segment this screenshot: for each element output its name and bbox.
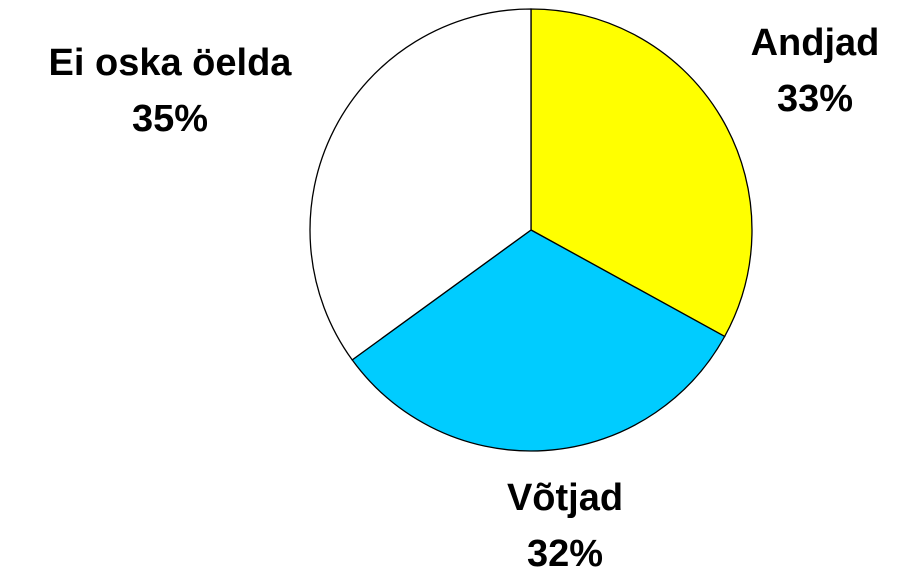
slice-value-label: 35% xyxy=(132,98,208,140)
pie-slice xyxy=(309,8,532,361)
slice-label: Võtjad xyxy=(507,477,623,519)
slice-label: Andjad xyxy=(751,22,880,64)
pie-slice xyxy=(530,8,753,338)
slice-label: Ei oska öelda xyxy=(49,42,293,84)
pie-slice xyxy=(351,229,726,452)
slice-value-label: 32% xyxy=(527,533,603,575)
slice-value-label: 33% xyxy=(777,78,853,120)
